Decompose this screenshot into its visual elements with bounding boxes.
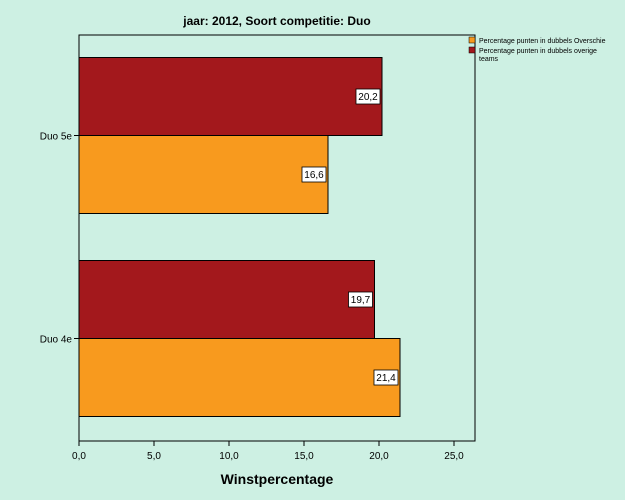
- x-tick-label: 15,0: [294, 451, 314, 462]
- data-label: 20,2: [358, 92, 378, 103]
- chart-title: jaar: 2012, Soort competitie: Duo: [182, 14, 370, 28]
- data-label-box: [348, 291, 373, 308]
- legend-swatch-overschie: [468, 36, 476, 44]
- x-axis-ticks: 0,0 5,0 10,0 15,0 20,0 25,0: [72, 441, 464, 462]
- data-label: 21,4: [376, 373, 396, 384]
- data-label: 16,6: [304, 170, 324, 181]
- legend-label-overige: Percentage punten in dubbels overige tea…: [479, 48, 599, 63]
- bar-duo-5e-s0: [78, 135, 329, 214]
- bars: 20,2 16,6 19,7 21,4: [78, 57, 401, 417]
- legend-label-overige-line2: teams: [479, 56, 499, 63]
- x-axis-label: Winstpercentage: [221, 471, 334, 487]
- data-label-box: [373, 369, 399, 386]
- category-label: Duo 4e: [40, 335, 73, 346]
- bar-duo-4e-s0: [78, 338, 401, 417]
- category-label: Duo 5e: [40, 132, 73, 143]
- data-label-box: [355, 88, 381, 105]
- legend-swatch-overige: [468, 46, 476, 54]
- data-label: 19,7: [351, 295, 371, 306]
- x-tick-label: 10,0: [219, 451, 239, 462]
- x-tick-label: 20,0: [369, 451, 389, 462]
- legend: Percentage punten in dubbels Overschie P…: [468, 36, 606, 63]
- y-axis-categories: Duo 5e Duo 4e: [40, 132, 79, 346]
- x-tick-label: 0,0: [72, 451, 86, 462]
- x-tick-label: 5,0: [147, 451, 161, 462]
- bar-duo-5e-s1: [78, 57, 383, 136]
- bar-duo-4e-s1: [78, 260, 375, 339]
- x-tick-label: 25,0: [444, 451, 464, 462]
- legend-label-overschie: Percentage punten in dubbels Overschie: [479, 38, 606, 45]
- legend-label-overige-line1: Percentage punten in dubbels overige: [479, 48, 597, 55]
- data-label-box: [301, 166, 327, 183]
